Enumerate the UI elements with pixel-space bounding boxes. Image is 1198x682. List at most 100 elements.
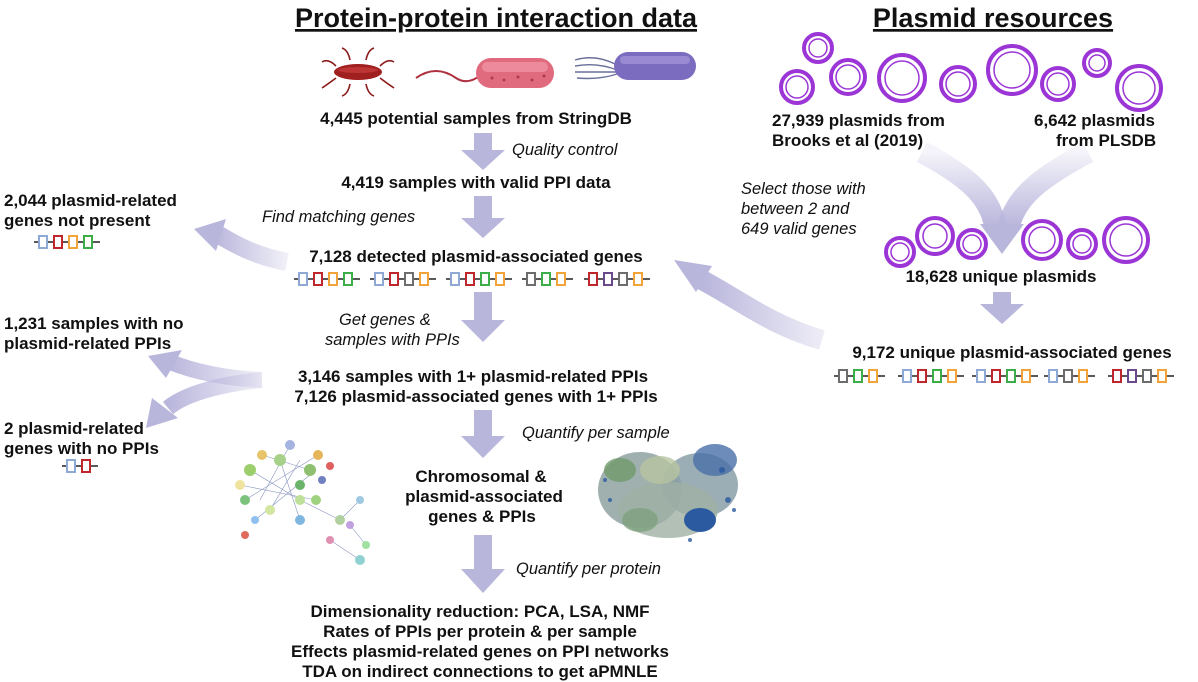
gene-strip-icon <box>584 272 650 286</box>
gene-icon <box>1021 369 1031 383</box>
node-valid-samples: 4,419 samples with valid PPI data <box>341 173 611 192</box>
node-no-ppis-genes-line-2: genes with no PPIs <box>4 439 159 458</box>
gene-strip-icon <box>972 369 1038 383</box>
gene-strip-icon <box>1108 369 1174 383</box>
plasmid-rings-top <box>779 32 1163 112</box>
step-quantify-sample: Quantify per sample <box>522 424 670 442</box>
node-brooks-line-1: 27,939 plasmids from <box>772 111 945 130</box>
gene-icon <box>618 272 628 286</box>
gene-strip-icon <box>834 369 885 383</box>
gene-strip-icon <box>898 369 964 383</box>
gene-icon <box>404 272 414 286</box>
small-network-image <box>235 440 370 565</box>
gene-icon <box>313 272 323 286</box>
gene-icon <box>53 235 63 249</box>
gene-strip-icon <box>294 272 360 286</box>
gene-icon <box>1048 369 1058 383</box>
node-chromosomal-line-1: Chromosomal & <box>415 467 546 486</box>
gene-strip-icon <box>1044 369 1095 383</box>
bacteria-illustration <box>321 47 696 97</box>
gene-icon <box>1006 369 1016 383</box>
step-get-genes-line-2: samples with PPIs <box>325 331 460 349</box>
node-not-present-line-1: 2,044 plasmid-related <box>4 191 177 210</box>
gene-strip-icon <box>34 235 100 249</box>
arrow-down-right <box>980 292 1024 324</box>
gene-icon <box>343 272 353 286</box>
gene-icon <box>298 272 308 286</box>
heading-plasmid: Plasmid resources <box>873 3 1113 33</box>
gene-icon <box>480 272 490 286</box>
large-network-image <box>598 444 738 542</box>
heading-ppi: Protein-protein interaction data <box>295 3 698 33</box>
gene-icon <box>83 235 93 249</box>
gene-icon <box>374 272 384 286</box>
output-line-3: Effects plasmid-related genes on PPI net… <box>291 642 669 661</box>
node-no-ppis-samples-line-1: 1,231 samples with no <box>4 314 184 333</box>
gene-icon <box>976 369 986 383</box>
arrow-down-4 <box>461 410 505 458</box>
purple-bacterium-icon <box>574 52 696 80</box>
gene-strip-icon <box>522 272 573 286</box>
gene-icon <box>389 272 399 286</box>
gene-icon <box>68 235 78 249</box>
gene-icon <box>588 272 598 286</box>
step-quantify-protein: Quantify per protein <box>516 560 661 578</box>
step-quality-control: Quality control <box>512 141 619 159</box>
output-line-1: Dimensionality reduction: PCA, LSA, NMF <box>310 602 649 621</box>
output-line-2: Rates of PPIs per protein & per sample <box>323 622 637 641</box>
side-nodes: 2,044 plasmid-related genes not present … <box>4 191 184 458</box>
gene-icon <box>1078 369 1088 383</box>
gene-icon <box>1112 369 1122 383</box>
gene-icon <box>556 272 566 286</box>
gene-icon <box>38 235 48 249</box>
outputs: Dimensionality reduction: PCA, LSA, NMF … <box>291 602 669 681</box>
branch-arrows <box>146 219 289 428</box>
gene-icon <box>1063 369 1073 383</box>
step-select-line-2: between 2 and <box>741 200 850 218</box>
gene-icon <box>603 272 613 286</box>
gene-icon <box>947 369 957 383</box>
arrow-down-3 <box>461 292 505 342</box>
gene-icon <box>419 272 429 286</box>
rod-bacterium-icon <box>415 58 554 88</box>
gene-icon <box>526 272 536 286</box>
plasmid-rings-unique <box>884 216 1150 268</box>
gene-icon <box>853 369 863 383</box>
ppi-nodes: 4,445 potential samples from StringDB 4,… <box>294 109 657 526</box>
node-not-present-line-2: genes not present <box>4 211 151 230</box>
main-flow-arrows <box>461 133 1024 593</box>
genes-to-detected-arrow <box>674 260 825 350</box>
arrow-down-5 <box>461 535 505 593</box>
gene-strip-icon <box>446 272 512 286</box>
gene-icon <box>932 369 942 383</box>
gene-strip-icon <box>62 459 98 473</box>
gene-icon <box>66 459 76 473</box>
step-get-genes-line-1: Get genes & <box>339 311 431 329</box>
gene-icons <box>34 235 1174 473</box>
gene-icon <box>917 369 927 383</box>
node-samples-with-ppis: 3,146 samples with 1+ plasmid-related PP… <box>298 367 648 386</box>
gene-icon <box>450 272 460 286</box>
gene-icon <box>902 369 912 383</box>
node-unique-plasmids: 18,628 unique plasmids <box>906 267 1097 286</box>
node-no-ppis-genes-line-1: 2 plasmid-related <box>4 419 144 438</box>
gene-icon <box>81 459 91 473</box>
step-find-matching: Find matching genes <box>262 208 415 226</box>
node-brooks-line-2: Brooks et al (2019) <box>772 131 923 150</box>
node-stringdb: 4,445 potential samples from StringDB <box>320 109 632 128</box>
node-no-ppis-samples-line-2: plasmid-related PPIs <box>4 334 171 353</box>
node-chromosomal-line-2: plasmid-associated <box>405 487 563 506</box>
step-labels: Quality control Find matching genes Get … <box>262 141 866 578</box>
gene-icon <box>991 369 1001 383</box>
step-select-line-1: Select those with <box>741 180 866 198</box>
node-plsdb-line-2: from PLSDB <box>1056 131 1156 150</box>
gene-icon <box>328 272 338 286</box>
plasmid-nodes: 27,939 plasmids from Brooks et al (2019)… <box>772 111 1172 362</box>
node-genes-with-ppis: 7,126 plasmid-associated genes with 1+ P… <box>294 387 657 406</box>
node-plsdb-line-1: 6,642 plasmids <box>1034 111 1155 130</box>
output-line-4: TDA on indirect connections to get aPMNL… <box>302 662 657 681</box>
gene-icon <box>1127 369 1137 383</box>
gene-icon <box>465 272 475 286</box>
arrow-down-1 <box>461 133 505 170</box>
flagellated-bacterium-icon <box>321 47 395 97</box>
